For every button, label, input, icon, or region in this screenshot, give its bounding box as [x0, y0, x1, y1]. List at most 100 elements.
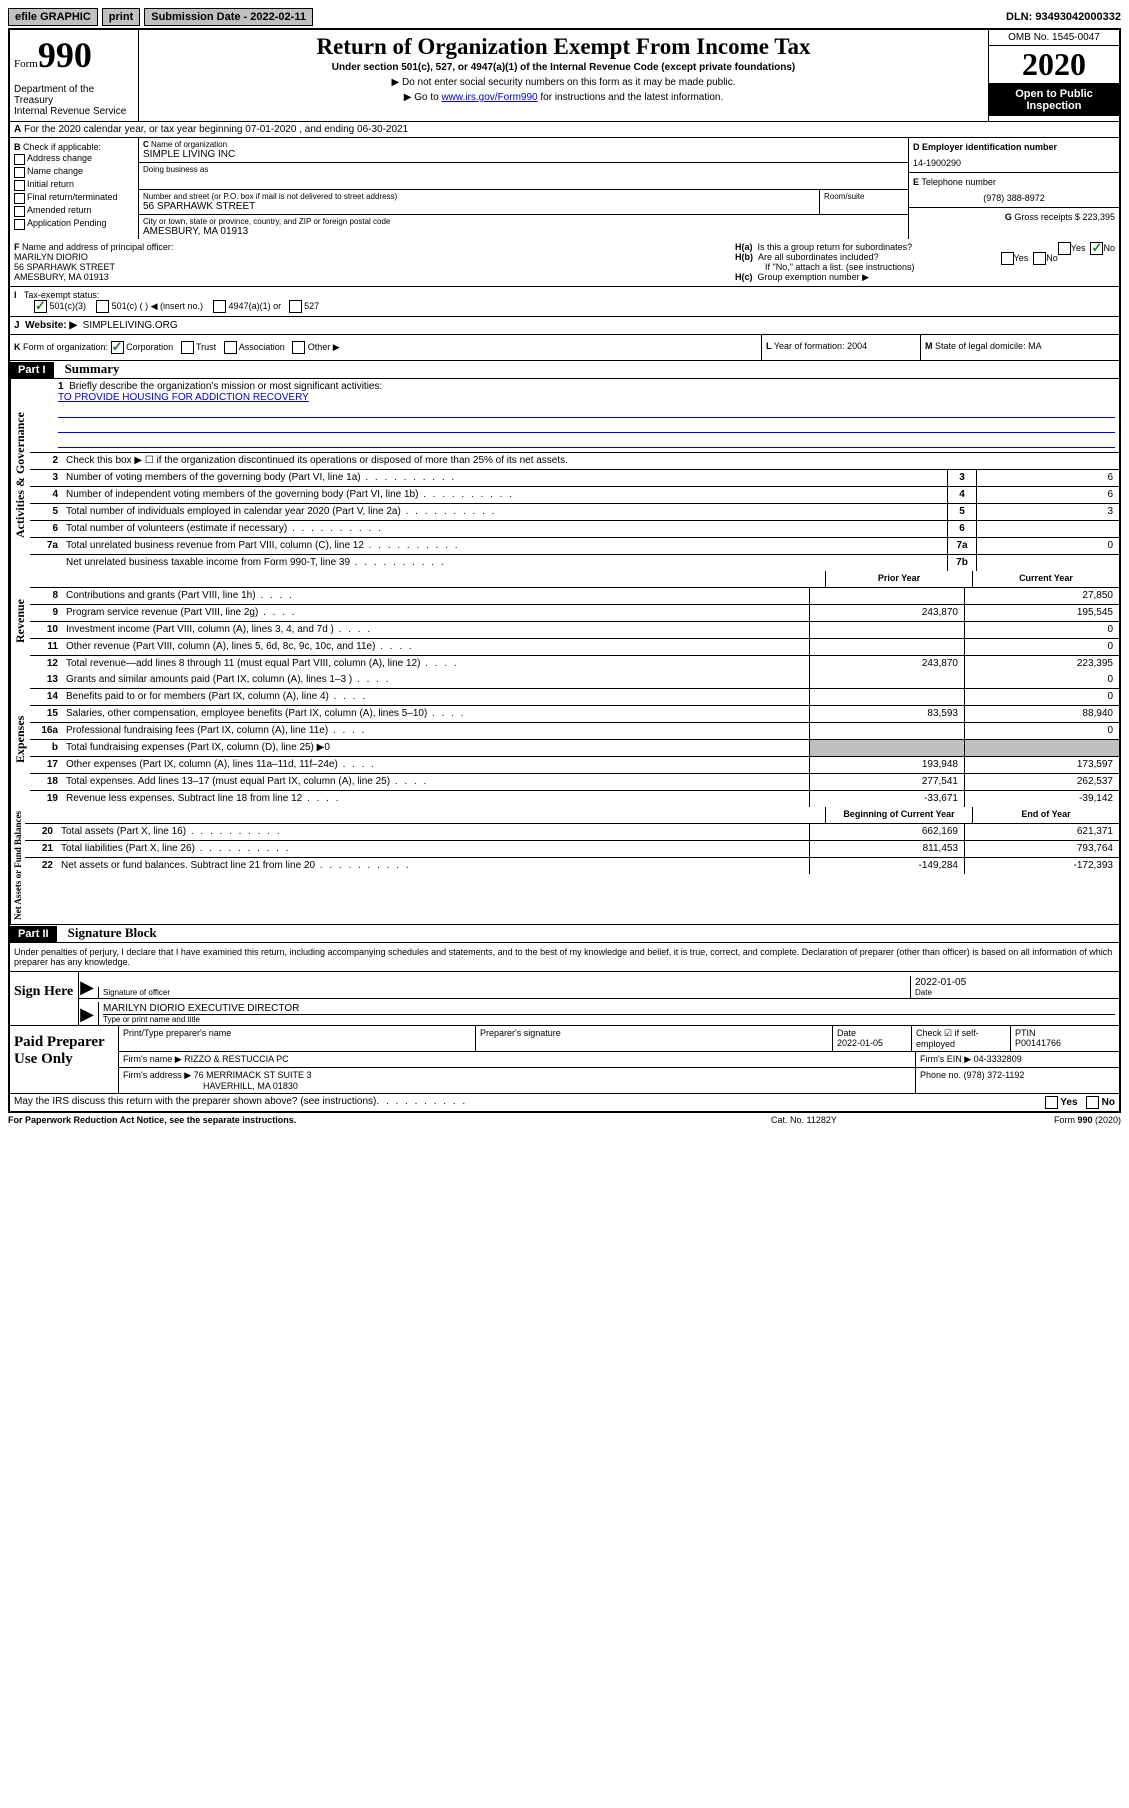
gross-receipts-field: G Gross receipts $ 223,395	[909, 208, 1119, 226]
officer-name-field: MARILYN DIORIO EXECUTIVE DIRECTOR Type o…	[98, 1002, 1119, 1025]
sections-d-e-g: D Employer identification number 14-1900…	[909, 138, 1119, 239]
irs-label: Internal Revenue Service	[14, 106, 134, 117]
mission-text: TO PROVIDE HOUSING FOR ADDICTION RECOVER…	[58, 392, 309, 403]
ha-yes[interactable]	[1058, 242, 1071, 255]
revenue-line: 11Other revenue (Part VIII, column (A), …	[30, 639, 1119, 656]
form-of-org: K Form of organization: Corporation Trus…	[10, 335, 761, 360]
preparer-section: Paid Preparer Use Only Print/Type prepar…	[10, 1026, 1119, 1094]
vlabel-governance: Activities & Governance	[10, 379, 30, 571]
form-title: Return of Organization Exempt From Incom…	[147, 34, 980, 60]
revenue-line: 9Program service revenue (Part VIII, lin…	[30, 605, 1119, 622]
form-number: 990	[38, 35, 92, 75]
expense-line: 19Revenue less expenses. Subtract line 1…	[30, 791, 1119, 807]
state-domicile: M State of legal domicile: MA	[920, 335, 1119, 360]
summary-line: Net unrelated business taxable income fr…	[30, 555, 1119, 571]
section-f-h: F Name and address of principal officer:…	[10, 239, 1119, 287]
chk-amended-return[interactable]: Amended return	[14, 205, 134, 217]
expenses-section: Expenses 13Grants and similar amounts pa…	[10, 672, 1119, 807]
chk-final-return[interactable]: Final return/terminated	[14, 192, 134, 204]
chk-address-change[interactable]: Address change	[14, 153, 134, 165]
print-button[interactable]: print	[102, 8, 140, 26]
section-h: H(a) Is this a group return for subordin…	[731, 239, 1119, 286]
vlabel-net-assets: Net Assets or Fund Balances	[10, 807, 25, 924]
chk-501c3[interactable]	[34, 300, 47, 313]
summary-line: 5Total number of individuals employed in…	[30, 504, 1119, 521]
expense-line: 17Other expenses (Part IX, column (A), l…	[30, 757, 1119, 774]
firm-phone: Phone no. (978) 372-1192	[916, 1068, 1119, 1093]
activities-governance: Activities & Governance 1 Briefly descri…	[10, 379, 1119, 571]
dba-field: Doing business as	[139, 163, 909, 190]
page-footer: For Paperwork Reduction Act Notice, see …	[8, 1113, 1121, 1127]
col-current-year: Current Year	[972, 571, 1119, 587]
tax-year: 2020	[989, 46, 1119, 84]
net-assets-line: 21Total liabilities (Part X, line 26)811…	[25, 841, 1119, 858]
chk-501c[interactable]	[96, 300, 109, 313]
chk-527[interactable]	[289, 300, 302, 313]
form-header: Form990 Department of the Treasury Inter…	[10, 30, 1119, 122]
summary-line: 3Number of voting members of the governi…	[30, 470, 1119, 487]
org-name-field: C Name of organization SIMPLE LIVING INC	[139, 138, 909, 163]
form-label: Form	[14, 58, 38, 70]
mission-block: 1 Briefly describe the organization's mi…	[30, 379, 1119, 453]
section-i-tax-status: I Tax-exempt status: 501(c)(3) 501(c) ( …	[10, 287, 1119, 317]
submission-date: Submission Date - 2022-02-11	[144, 8, 313, 26]
prep-ptin: PTINP00141766	[1011, 1026, 1119, 1051]
prep-name-header: Print/Type preparer's name	[119, 1026, 476, 1051]
firm-address: Firm's address ▶ 76 MERRIMACK ST SUITE 3…	[119, 1068, 916, 1093]
net-assets-section: Net Assets or Fund Balances Beginning of…	[10, 807, 1119, 925]
expense-line: 15Salaries, other compensation, employee…	[30, 706, 1119, 723]
chk-name-change[interactable]: Name change	[14, 166, 134, 178]
net-assets-line: 20Total assets (Part X, line 16)662,1696…	[25, 824, 1119, 841]
chk-other[interactable]	[292, 341, 305, 354]
chk-application-pending[interactable]: Application Pending	[14, 218, 134, 230]
sig-arrow-icon-2: ▶	[79, 1004, 95, 1025]
expense-line: 16aProfessional fundraising fees (Part I…	[30, 723, 1119, 740]
discuss-row: May the IRS discuss this return with the…	[10, 1094, 1119, 1111]
city-field: City or town, state or province, country…	[139, 215, 909, 239]
part-1-header: Part I Summary	[10, 361, 1119, 379]
dln-label: DLN: 93493042000332	[1006, 11, 1121, 23]
expense-line: 18Total expenses. Add lines 13–17 (must …	[30, 774, 1119, 791]
header-center: Return of Organization Exempt From Incom…	[139, 30, 988, 121]
chk-initial-return[interactable]: Initial return	[14, 179, 134, 191]
sections-b-through-g: B Check if applicable: Address change Na…	[10, 138, 1119, 239]
hb-no[interactable]	[1033, 252, 1046, 265]
discuss-yes[interactable]	[1045, 1096, 1058, 1109]
net-assets-line: 22Net assets or fund balances. Subtract …	[25, 858, 1119, 874]
dept-label: Department of the Treasury	[14, 84, 134, 106]
instructions-link[interactable]: www.irs.gov/Form990	[441, 92, 537, 103]
inspection-badge: Open to PublicInspection	[989, 84, 1119, 116]
top-toolbar: efile GRAPHIC print Submission Date - 20…	[8, 8, 1121, 26]
prep-date-cell: Date2022-01-05	[833, 1026, 912, 1051]
form-subtitle: Under section 501(c), 527, or 4947(a)(1)…	[147, 62, 980, 73]
chk-4947[interactable]	[213, 300, 226, 313]
revenue-line: 12Total revenue—add lines 8 through 11 (…	[30, 656, 1119, 672]
section-a-tax-year: A For the 2020 calendar year, or tax yea…	[10, 122, 1119, 138]
phone-field: E Telephone number (978) 388-8972	[909, 173, 1119, 208]
hb-yes[interactable]	[1001, 252, 1014, 265]
sig-date-field: 2022-01-05 Date	[910, 976, 1119, 998]
chk-corporation[interactable]	[111, 341, 124, 354]
chk-trust[interactable]	[181, 341, 194, 354]
revenue-line: 10Investment income (Part VIII, column (…	[30, 622, 1119, 639]
sig-arrow-icon: ▶	[79, 977, 95, 998]
signature-section: Sign Here ▶ Signature of officer 2022-01…	[10, 972, 1119, 1026]
form-note-1: ▶ Do not enter social security numbers o…	[147, 77, 980, 88]
footer-catno: Cat. No. 11282Y	[771, 1115, 971, 1125]
chk-association[interactable]	[224, 341, 237, 354]
summary-line: 7aTotal unrelated business revenue from …	[30, 538, 1119, 555]
ein-field: D Employer identification number 14-1900…	[909, 138, 1119, 173]
discuss-no[interactable]	[1086, 1096, 1099, 1109]
revenue-line: 8Contributions and grants (Part VIII, li…	[30, 588, 1119, 605]
omb-number: OMB No. 1545-0047	[989, 30, 1119, 46]
summary-line: 4Number of independent voting members of…	[30, 487, 1119, 504]
firm-name: Firm's name ▶ RIZZO & RESTUCCIA PC	[119, 1052, 916, 1067]
ha-no[interactable]	[1090, 242, 1103, 255]
prep-sig-header: Preparer's signature	[476, 1026, 833, 1051]
year-formation: L Year of formation: 2004	[761, 335, 920, 360]
efile-button[interactable]: efile GRAPHIC	[8, 8, 98, 26]
officer-signature-field[interactable]: Signature of officer	[98, 987, 910, 998]
form-note-2: ▶ Go to www.irs.gov/Form990 for instruct…	[147, 92, 980, 103]
section-c-org-info: C Name of organization SIMPLE LIVING INC…	[139, 138, 909, 239]
prep-selfemployed: Check ☑ if self-employed	[912, 1026, 1011, 1051]
